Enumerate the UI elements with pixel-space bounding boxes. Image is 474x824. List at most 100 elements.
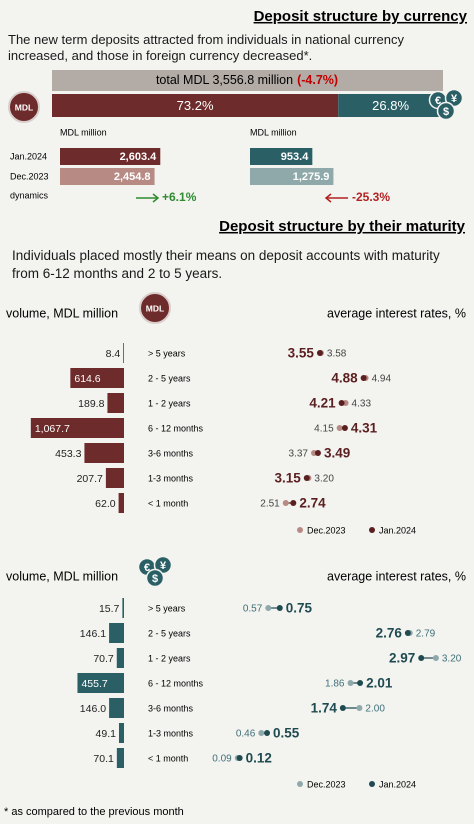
bar-label: 62.0 — [95, 498, 116, 510]
legend-label: Dec.2023 — [307, 525, 346, 535]
rate-dot — [314, 450, 321, 456]
volume-title: volume, MDL million — [6, 306, 118, 320]
fx-coin-symbol: € — [435, 95, 441, 107]
footnote: * as compared to the previous month — [4, 806, 184, 818]
legend-label: Jan.2024 — [379, 525, 416, 535]
rate-dot — [339, 705, 346, 711]
bar-label: 2,454.8 — [114, 171, 151, 183]
bar — [250, 148, 313, 165]
bar — [109, 623, 124, 643]
rate-title: average interest rates, % — [327, 306, 466, 320]
intro-text: Individuals placed mostly their means on… — [12, 248, 440, 281]
category-label: 1-3 months — [148, 473, 194, 483]
bar — [122, 598, 124, 618]
rate-label: 4.33 — [352, 399, 372, 410]
share-bar — [338, 94, 443, 117]
rate-label: 4.88 — [331, 371, 358, 386]
intro-text: The new term deposits attracted from ind… — [8, 32, 404, 63]
mdl-icon-text: MDL — [146, 303, 164, 313]
rate-label: 2.74 — [299, 496, 326, 511]
rate-dot — [258, 730, 265, 736]
mdl-icon — [8, 91, 40, 123]
bar-label: 146.1 — [80, 628, 106, 640]
bar — [123, 343, 124, 363]
bar-label: 2,603.4 — [120, 151, 158, 163]
volume-title: volume, MDL million — [6, 569, 118, 583]
fx-coin-symbol: $ — [152, 573, 158, 585]
mdl-icon-text: MDL — [15, 102, 33, 112]
rate-label: 3.20 — [314, 474, 334, 485]
rate-dot — [276, 605, 283, 611]
bar-label: 1,275.9 — [293, 171, 330, 183]
share-label: 26.8% — [372, 98, 409, 113]
rate-label: 0.55 — [273, 726, 300, 741]
fx-coin-symbol: ¥ — [160, 560, 167, 572]
section-title: Deposit structure by currency — [254, 8, 468, 25]
rate-dot — [347, 680, 354, 686]
mdl-icon — [139, 292, 171, 324]
category-label: 1-3 months — [148, 728, 194, 738]
category-label: 6 - 12 months — [148, 678, 204, 688]
rate-dot — [338, 400, 345, 406]
bar-label: 70.1 — [93, 753, 114, 765]
rate-dot — [303, 475, 310, 481]
bar — [116, 748, 124, 768]
bar-label: 207.7 — [77, 473, 103, 485]
rate-label: 0.09 — [212, 754, 232, 765]
rate-label: 0.57 — [243, 604, 263, 615]
legend-dot — [369, 781, 375, 787]
rate-dot — [290, 500, 297, 506]
rate-label: 2.51 — [260, 499, 280, 510]
rate-label: 3.55 — [288, 346, 315, 361]
bar-label: 953.4 — [281, 151, 309, 163]
bar — [60, 148, 161, 165]
total-text: total MDL 3,556.8 million — [156, 73, 293, 87]
change-arrow-head — [324, 193, 332, 203]
bar-label: 614.6 — [74, 373, 100, 385]
rate-label: 2.00 — [365, 704, 385, 715]
legend-label: Dec.2023 — [307, 779, 346, 789]
category-label: 6 - 12 months — [148, 423, 204, 433]
rate-label: 3.20 — [442, 654, 462, 665]
category-label: 3-6 months — [148, 448, 194, 458]
rate-label: 0.46 — [236, 729, 256, 740]
rate-label: 4.21 — [309, 396, 336, 411]
rate-label: 4.31 — [351, 421, 378, 436]
section-title: Deposit structure by their maturity — [219, 218, 466, 235]
bar — [84, 443, 124, 463]
fx-coin-symbol: ¥ — [451, 93, 458, 105]
rate-label: 2.79 — [416, 629, 436, 640]
bar — [250, 168, 334, 185]
bar-label: 49.1 — [96, 728, 117, 740]
legend-dot — [297, 527, 303, 533]
change-label: -25.3% — [352, 190, 390, 204]
change-arrow-head — [152, 193, 160, 203]
unit-label: MDL million — [60, 127, 107, 137]
rate-label: 3.58 — [327, 349, 347, 360]
fx-coin-symbol: € — [144, 562, 150, 574]
fx-coin — [436, 101, 456, 121]
rate-label: 1.86 — [325, 679, 345, 690]
rate-dot — [316, 350, 323, 356]
bar-label: 455.7 — [81, 678, 107, 690]
bar-label: 146.0 — [80, 703, 106, 715]
rate-label: 0.12 — [246, 751, 272, 766]
rate-label: 1.74 — [311, 701, 338, 716]
unit-label: MDL million — [250, 127, 297, 137]
bar — [77, 673, 124, 693]
category-label: < 1 month — [148, 753, 188, 763]
rate-dot — [282, 500, 289, 506]
share-bar — [52, 94, 339, 117]
category-label: 3-6 months — [148, 703, 194, 713]
category-label: 1 - 2 years — [148, 398, 191, 408]
legend-dot — [297, 781, 303, 787]
rate-dot — [236, 755, 243, 761]
total-label: total MDL 3,556.8 million (-4.7%) — [156, 73, 338, 87]
share-label: 73.2% — [177, 98, 214, 113]
change-label: +6.1% — [162, 190, 197, 204]
row-label: dynamics — [10, 190, 49, 200]
category-label: 1 - 2 years — [148, 653, 191, 663]
fx-coin — [145, 568, 165, 588]
rate-label: 2.97 — [389, 651, 415, 666]
